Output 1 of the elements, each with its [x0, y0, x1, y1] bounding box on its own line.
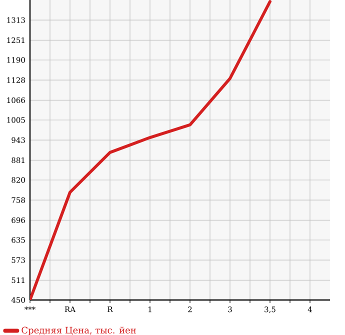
- legend-label: Средняя Цена, тыс. йен: [22, 326, 136, 335]
